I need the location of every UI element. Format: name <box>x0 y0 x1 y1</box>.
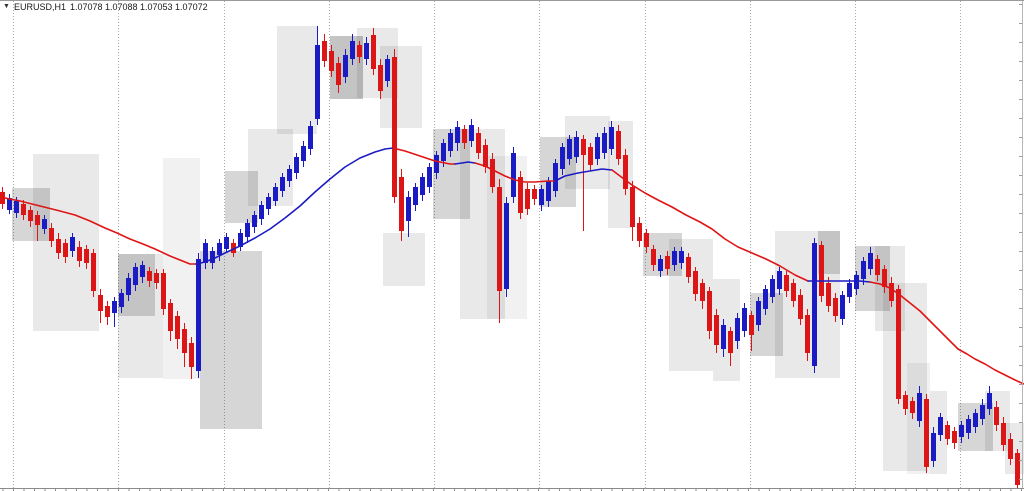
chart-title-bar: ▼ EURUSD,H1 1.07078 1.07088 1.07053 1.07… <box>3 2 208 12</box>
symbol-timeframe-label: EURUSD,H1 <box>13 2 66 12</box>
symbol-dropdown-icon[interactable]: ▼ <box>3 3 10 10</box>
ohlc-readout: 1.07078 1.07088 1.07053 1.07072 <box>69 2 208 12</box>
